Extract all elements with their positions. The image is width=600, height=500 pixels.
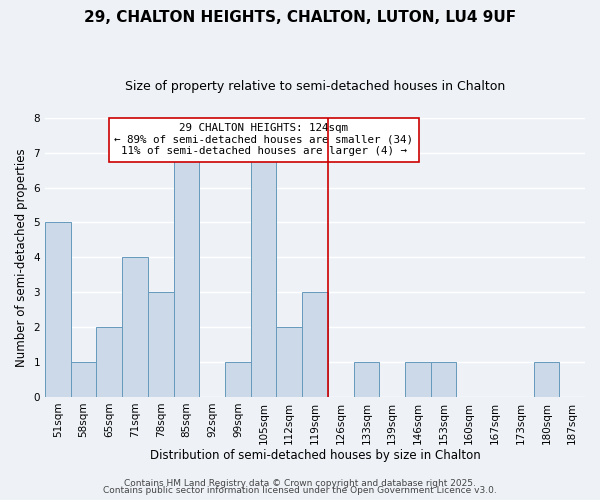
Bar (45, 222, 71, 397)
Bar (431, 362, 457, 397)
Bar (251, 152, 277, 397)
Bar (405, 362, 431, 397)
Title: Size of property relative to semi-detached houses in Chalton: Size of property relative to semi-detach… (125, 80, 505, 93)
Bar (533, 362, 559, 397)
Bar (277, 327, 302, 397)
Bar (71, 362, 97, 397)
Y-axis label: Number of semi-detached properties: Number of semi-detached properties (15, 148, 28, 366)
Bar (122, 258, 148, 397)
Bar (97, 327, 122, 397)
Bar (302, 292, 328, 397)
Bar (353, 362, 379, 397)
Text: Contains HM Land Registry data © Crown copyright and database right 2025.: Contains HM Land Registry data © Crown c… (124, 478, 476, 488)
Bar (225, 362, 251, 397)
X-axis label: Distribution of semi-detached houses by size in Chalton: Distribution of semi-detached houses by … (149, 450, 481, 462)
Text: 29 CHALTON HEIGHTS: 124sqm
← 89% of semi-detached houses are smaller (34)
11% of: 29 CHALTON HEIGHTS: 124sqm ← 89% of semi… (114, 123, 413, 156)
Text: Contains public sector information licensed under the Open Government Licence v3: Contains public sector information licen… (103, 486, 497, 495)
Text: 29, CHALTON HEIGHTS, CHALTON, LUTON, LU4 9UF: 29, CHALTON HEIGHTS, CHALTON, LUTON, LU4… (84, 10, 516, 25)
Bar (173, 152, 199, 397)
Bar (148, 292, 173, 397)
